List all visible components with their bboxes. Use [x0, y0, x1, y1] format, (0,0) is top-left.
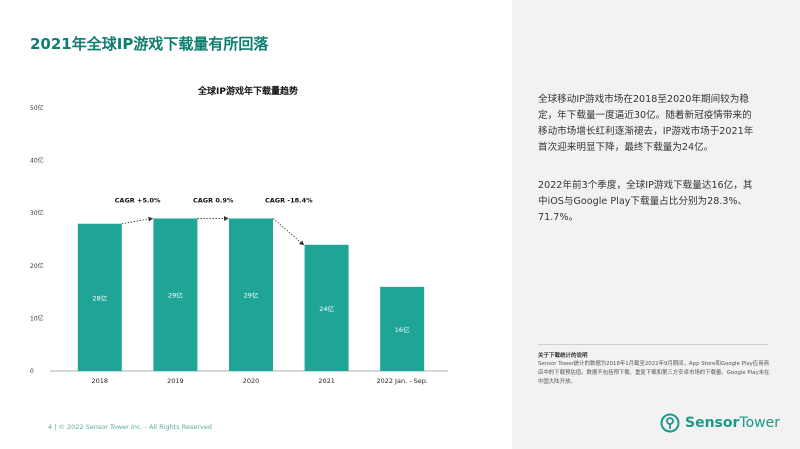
- x-tick-label: 2019: [167, 377, 184, 385]
- cagr-arrow: [121, 216, 154, 225]
- x-tick-label: 2021: [318, 377, 335, 385]
- y-tick-label: 20亿: [30, 262, 44, 270]
- main-panel: 2021年全球IP游戏下载量有所回落 全球IP游戏年下载量趋势 0 10亿 20亿 3…: [30, 35, 448, 431]
- bar-value-label: 28亿: [92, 293, 107, 302]
- bar: [304, 244, 349, 371]
- footer-copyright: 4 | © 2022 Sensor Tower Inc. - All Right…: [48, 423, 212, 431]
- x-tick-label: 2018: [92, 377, 109, 385]
- bar-value-label: 24亿: [319, 304, 334, 313]
- logo-text: SensorTower: [685, 415, 780, 431]
- cagr-label: CAGR -18.4%: [265, 196, 313, 204]
- page-title: 2021年全球IP游戏下载量有所回落: [30, 35, 269, 53]
- bar: [77, 223, 122, 371]
- x-tick-label: 2020: [243, 377, 260, 385]
- logo-word-sensor: Sensor: [685, 415, 740, 431]
- bar: [229, 218, 273, 371]
- cagr-label: CAGR +5.0%: [115, 196, 161, 204]
- cagr-label: CAGR 0.9%: [193, 196, 234, 204]
- note-divider: [538, 344, 768, 345]
- logo-word-tower: Tower: [739, 415, 780, 431]
- x-tick-label: 2022 Jan. - Sep.: [376, 377, 428, 385]
- sensor-tower-logo: SensorTower: [660, 409, 780, 437]
- y-tick-label: 30亿: [30, 209, 44, 217]
- y-tick-label: 40亿: [30, 157, 44, 165]
- bar-value-label: 16亿: [395, 325, 410, 334]
- y-tick-label: 10亿: [30, 314, 44, 322]
- bar-value-label: 29亿: [244, 291, 259, 300]
- y-tick-label: 50亿: [30, 104, 44, 112]
- bar: [380, 286, 425, 371]
- y-tick-label: 0: [30, 368, 34, 375]
- cagr-arrow: [272, 218, 305, 246]
- chart-title: 全球IP游戏年下载量趋势: [198, 87, 298, 97]
- sidebar-panel: [512, 0, 800, 449]
- sensor-tower-logo-icon: [660, 413, 680, 433]
- bar-chart: 0 10亿 20亿 30亿 40亿 50亿 28亿 2018 29亿 2019 29亿 2020 24亿…: [30, 104, 448, 385]
- bar-value-label: 29亿: [168, 291, 183, 300]
- summary-paragraph-1: 全球移动IP游戏市场在2018至2020年期间较为稳定，年下载量一度逼近30亿。…: [538, 94, 754, 153]
- note-body: Sensor Tower统计的数据为2018年1月截至2022年9月期间，App…: [538, 361, 770, 385]
- bar: [153, 218, 198, 371]
- note-title: 关于下载统计的说明: [538, 353, 588, 359]
- summary-paragraph-2: 2022年前3个季度，全球IP游戏下载量达16亿，其中iOS与Google Pl…: [538, 180, 753, 223]
